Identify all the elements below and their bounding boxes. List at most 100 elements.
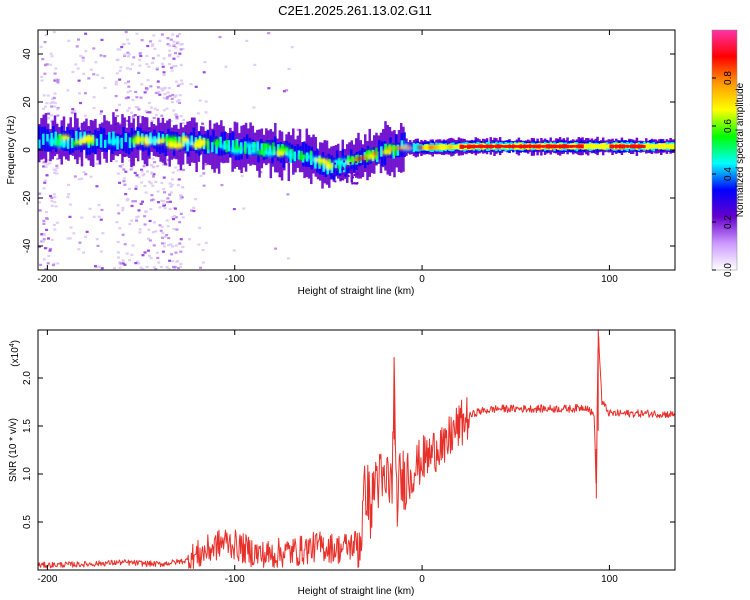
- noise-speck: [129, 168, 133, 171]
- hotspot: [166, 140, 177, 149]
- noise-speck: [143, 223, 147, 226]
- snr-x-ticks: -200 -100 0 100: [37, 330, 618, 585]
- band-cell: [588, 143, 592, 150]
- noise-speck: [142, 173, 146, 176]
- noise-speck: [89, 68, 93, 71]
- noise-speck: [118, 103, 122, 107]
- noise-speck: [170, 178, 174, 181]
- band-cell: [534, 144, 537, 149]
- hotspot: [213, 139, 221, 146]
- noise-speck: [123, 243, 127, 246]
- band-cell: [622, 144, 626, 149]
- noise-speck: [99, 218, 103, 221]
- band-cell: [562, 144, 566, 149]
- noise-speck: [151, 184, 155, 187]
- noise-speck: [79, 54, 83, 57]
- band-cell: [38, 125, 41, 151]
- band-cell: [164, 133, 167, 157]
- band-cell: [521, 144, 524, 149]
- noise-speck: [83, 92, 87, 95]
- band-cell: [530, 145, 534, 148]
- noise-speck: [177, 266, 181, 270]
- noise-speck: [126, 55, 130, 58]
- noise-speck: [204, 241, 208, 244]
- noise-speck: [49, 63, 53, 66]
- noise-speck: [73, 175, 77, 178]
- plume-speck: [339, 178, 342, 181]
- noise-speck: [166, 91, 170, 94]
- noise-speck: [149, 85, 153, 88]
- noise-speck: [38, 201, 42, 204]
- noise-speck: [156, 165, 160, 168]
- plume-speck: [346, 165, 349, 168]
- band-cell: [468, 144, 472, 149]
- plume-speck: [347, 175, 350, 178]
- y-tick-label: 1.0: [22, 467, 33, 481]
- noise-speck: [43, 181, 47, 184]
- noise-speck: [138, 64, 142, 67]
- noise-speck: [179, 212, 183, 215]
- hotspot: [54, 140, 61, 147]
- noise-speck: [124, 30, 128, 34]
- hotspot: [262, 143, 272, 150]
- noise-speck: [123, 263, 127, 266]
- noise-speck: [150, 61, 154, 64]
- band-cell: [234, 140, 238, 152]
- noise-speck: [149, 164, 153, 167]
- band-cell: [667, 144, 671, 149]
- noise-speck: [127, 107, 131, 110]
- noise-speck: [166, 43, 170, 46]
- noise-speck: [290, 46, 294, 49]
- band-cell: [472, 144, 476, 149]
- noise-speck: [49, 194, 53, 198]
- band-cell: [157, 132, 161, 144]
- noise-speck: [97, 265, 101, 268]
- noise-speck: [95, 238, 99, 241]
- noise-speck: [172, 40, 176, 43]
- noise-speck: [149, 40, 153, 43]
- noise-speck: [150, 199, 154, 202]
- colorbar-label: Normalized spectral amplitude: [735, 82, 746, 217]
- noise-speck: [50, 204, 54, 207]
- noise-speck: [116, 204, 120, 207]
- band-cell: [215, 142, 218, 154]
- band-cell: [656, 144, 659, 149]
- noise-speck: [153, 47, 157, 50]
- noise-speck: [88, 207, 92, 210]
- noise-speck: [180, 79, 184, 82]
- noise-speck: [140, 181, 144, 184]
- hotspot: [297, 154, 308, 160]
- noise-speck: [182, 118, 186, 122]
- band-cell: [525, 144, 528, 149]
- noise-speck: [125, 252, 129, 255]
- band-cell: [438, 144, 442, 150]
- noise-speck: [121, 233, 125, 236]
- band-cell: [455, 144, 459, 149]
- noise-speck: [168, 182, 172, 185]
- noise-speck: [170, 66, 174, 69]
- noise-speck: [40, 240, 44, 243]
- noise-speck: [168, 49, 172, 52]
- noise-speck: [174, 52, 178, 55]
- band-cell: [633, 144, 637, 149]
- noise-speck: [112, 267, 116, 270]
- noise-speck: [177, 178, 181, 181]
- noise-speck: [67, 183, 71, 187]
- band-cell: [510, 144, 513, 148]
- noise-speck: [158, 39, 162, 42]
- noise-speck: [152, 244, 156, 247]
- colorbar-tick-label: 0.6: [723, 119, 734, 133]
- plume-speck: [352, 176, 355, 179]
- noise-speck: [119, 66, 123, 69]
- noise-speck: [81, 59, 85, 62]
- band-cell: [396, 144, 400, 156]
- noise-speck: [125, 67, 129, 70]
- band-cell: [512, 144, 515, 149]
- noise-speck: [38, 209, 42, 212]
- noise-speck: [151, 231, 155, 234]
- noise-speck: [175, 228, 179, 231]
- plume-speck: [342, 168, 345, 171]
- band-cell: [523, 144, 526, 149]
- noise-speck: [173, 265, 177, 269]
- noise-speck: [38, 245, 42, 248]
